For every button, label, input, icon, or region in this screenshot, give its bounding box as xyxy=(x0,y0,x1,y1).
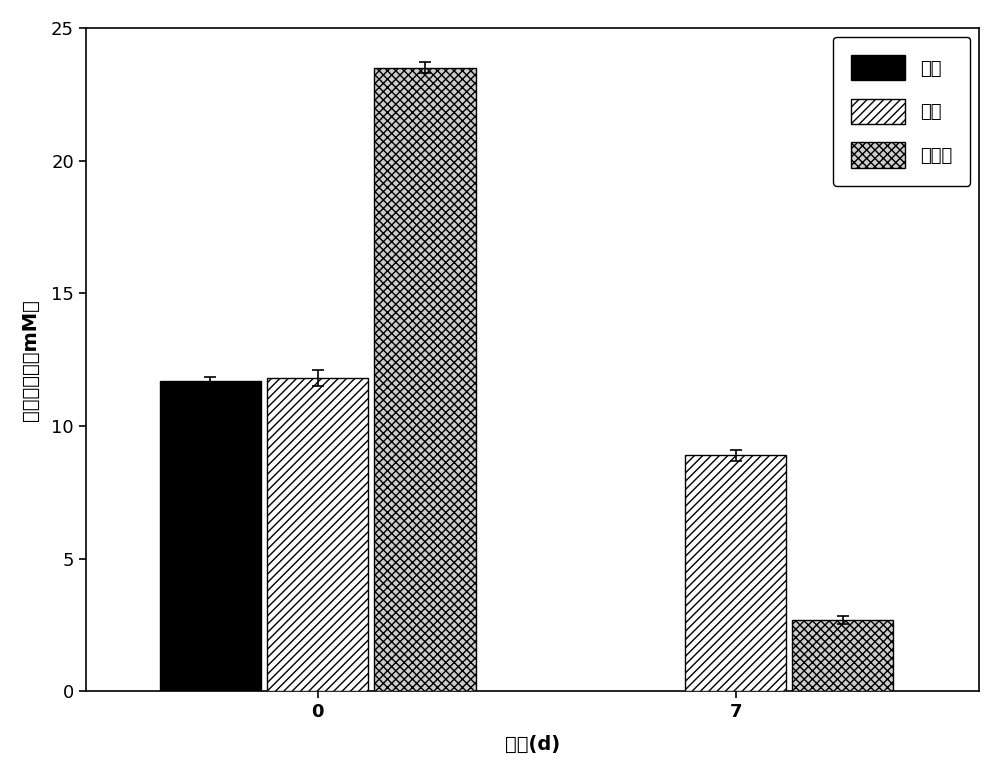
Bar xyxy=(792,620,893,691)
Y-axis label: 硫酸盐浓度（mM）: 硫酸盐浓度（mM） xyxy=(21,298,40,421)
X-axis label: 时间(d): 时间(d) xyxy=(505,735,560,754)
Bar xyxy=(267,378,368,691)
Bar xyxy=(160,381,261,691)
Bar xyxy=(685,455,786,691)
Legend: 厉氧, 好氧, 双阶段: 厉氧, 好氧, 双阶段 xyxy=(833,37,970,186)
Bar xyxy=(374,67,476,691)
